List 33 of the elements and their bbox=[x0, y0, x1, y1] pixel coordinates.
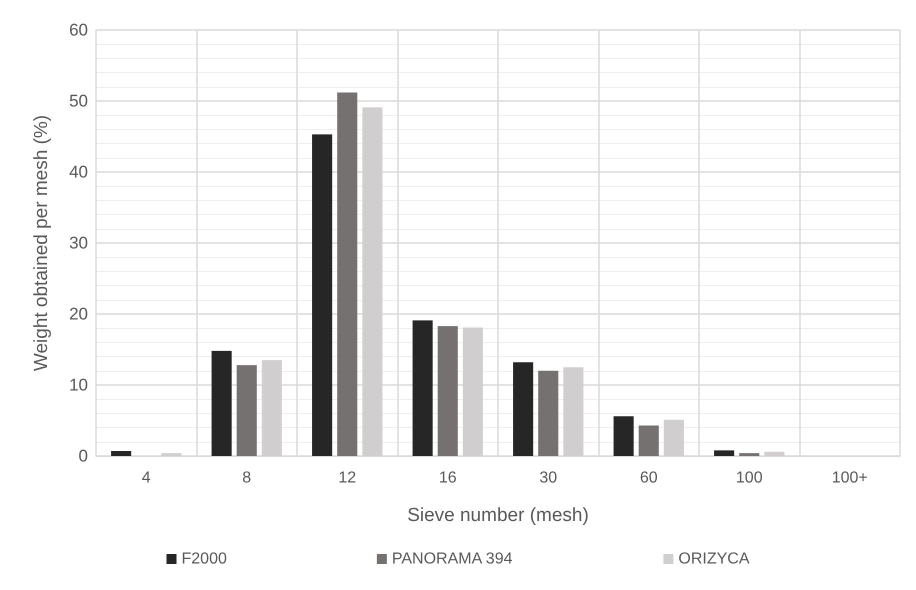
bar bbox=[236, 365, 257, 456]
bar bbox=[438, 326, 458, 456]
bar bbox=[538, 370, 558, 456]
bar bbox=[638, 425, 659, 456]
bar bbox=[312, 134, 332, 456]
y-tick-label: 0 bbox=[78, 446, 88, 466]
x-tick-label: 100 bbox=[736, 470, 763, 486]
x-axis-title: Sieve number (mesh) bbox=[407, 505, 589, 526]
bar bbox=[614, 416, 634, 456]
y-axis-title: Weight obtained per mesh (%) bbox=[31, 114, 52, 372]
x-tick-label: 12 bbox=[338, 470, 356, 486]
y-tick-label: 30 bbox=[69, 234, 88, 252]
y-tick-label: 20 bbox=[69, 304, 88, 324]
bar bbox=[212, 350, 232, 456]
y-tick-label: 10 bbox=[69, 376, 88, 394]
legend-label: ORIZYCA bbox=[678, 550, 750, 568]
bar bbox=[412, 320, 433, 456]
bar bbox=[111, 451, 132, 456]
x-tick-label: 8 bbox=[242, 470, 252, 486]
legend-label: PANORAMA 394 bbox=[392, 550, 513, 568]
legend-label: F2000 bbox=[181, 550, 227, 568]
y-tick-label: 50 bbox=[69, 92, 88, 110]
x-tick-label: 16 bbox=[438, 470, 457, 486]
bar bbox=[739, 453, 760, 456]
x-tick-label: 100+ bbox=[832, 470, 868, 486]
bar bbox=[714, 450, 734, 456]
bar bbox=[337, 92, 358, 456]
y-tick-label: 40 bbox=[69, 162, 88, 182]
x-tick-label: 30 bbox=[539, 470, 558, 486]
y-tick-label: 60 bbox=[69, 20, 88, 40]
x-tick-label: 60 bbox=[640, 470, 658, 486]
x-tick-label: 4 bbox=[142, 470, 151, 486]
bar bbox=[513, 362, 534, 456]
